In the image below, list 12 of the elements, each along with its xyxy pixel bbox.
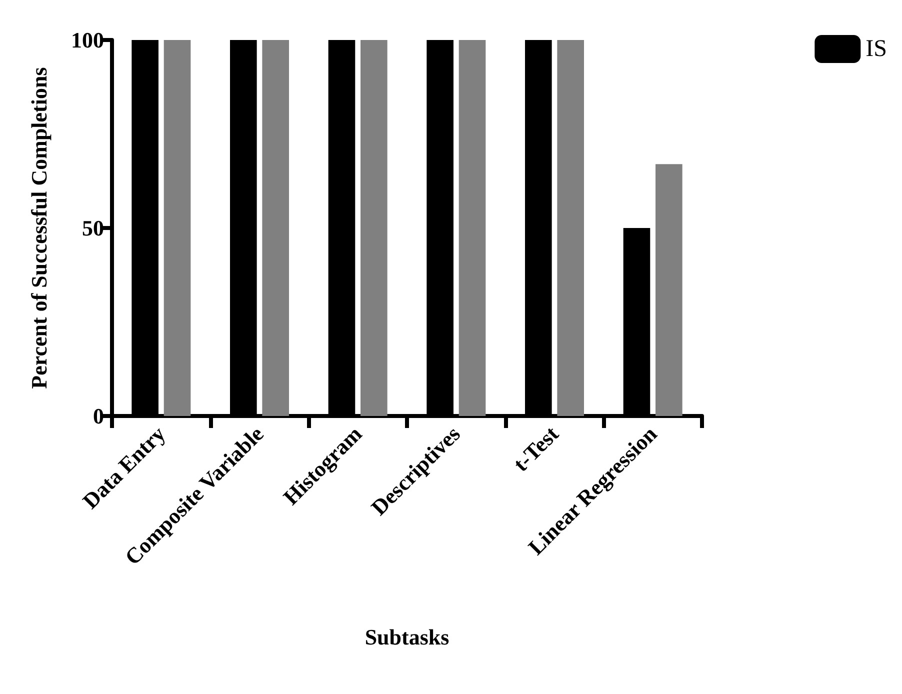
bar [262,40,289,416]
bar [458,40,486,416]
y-tick-label: 100 [71,28,104,52]
y-tick-label: 0 [93,404,104,428]
bar [360,40,388,416]
y-tick-label: 50 [82,216,104,240]
bar [557,40,584,416]
bar [164,40,191,416]
legend-label: IS [866,36,888,62]
y-axis-title: Percent of Successful Completions [26,66,52,389]
bar [656,164,682,416]
x-axis-title: Subtasks [364,624,450,650]
